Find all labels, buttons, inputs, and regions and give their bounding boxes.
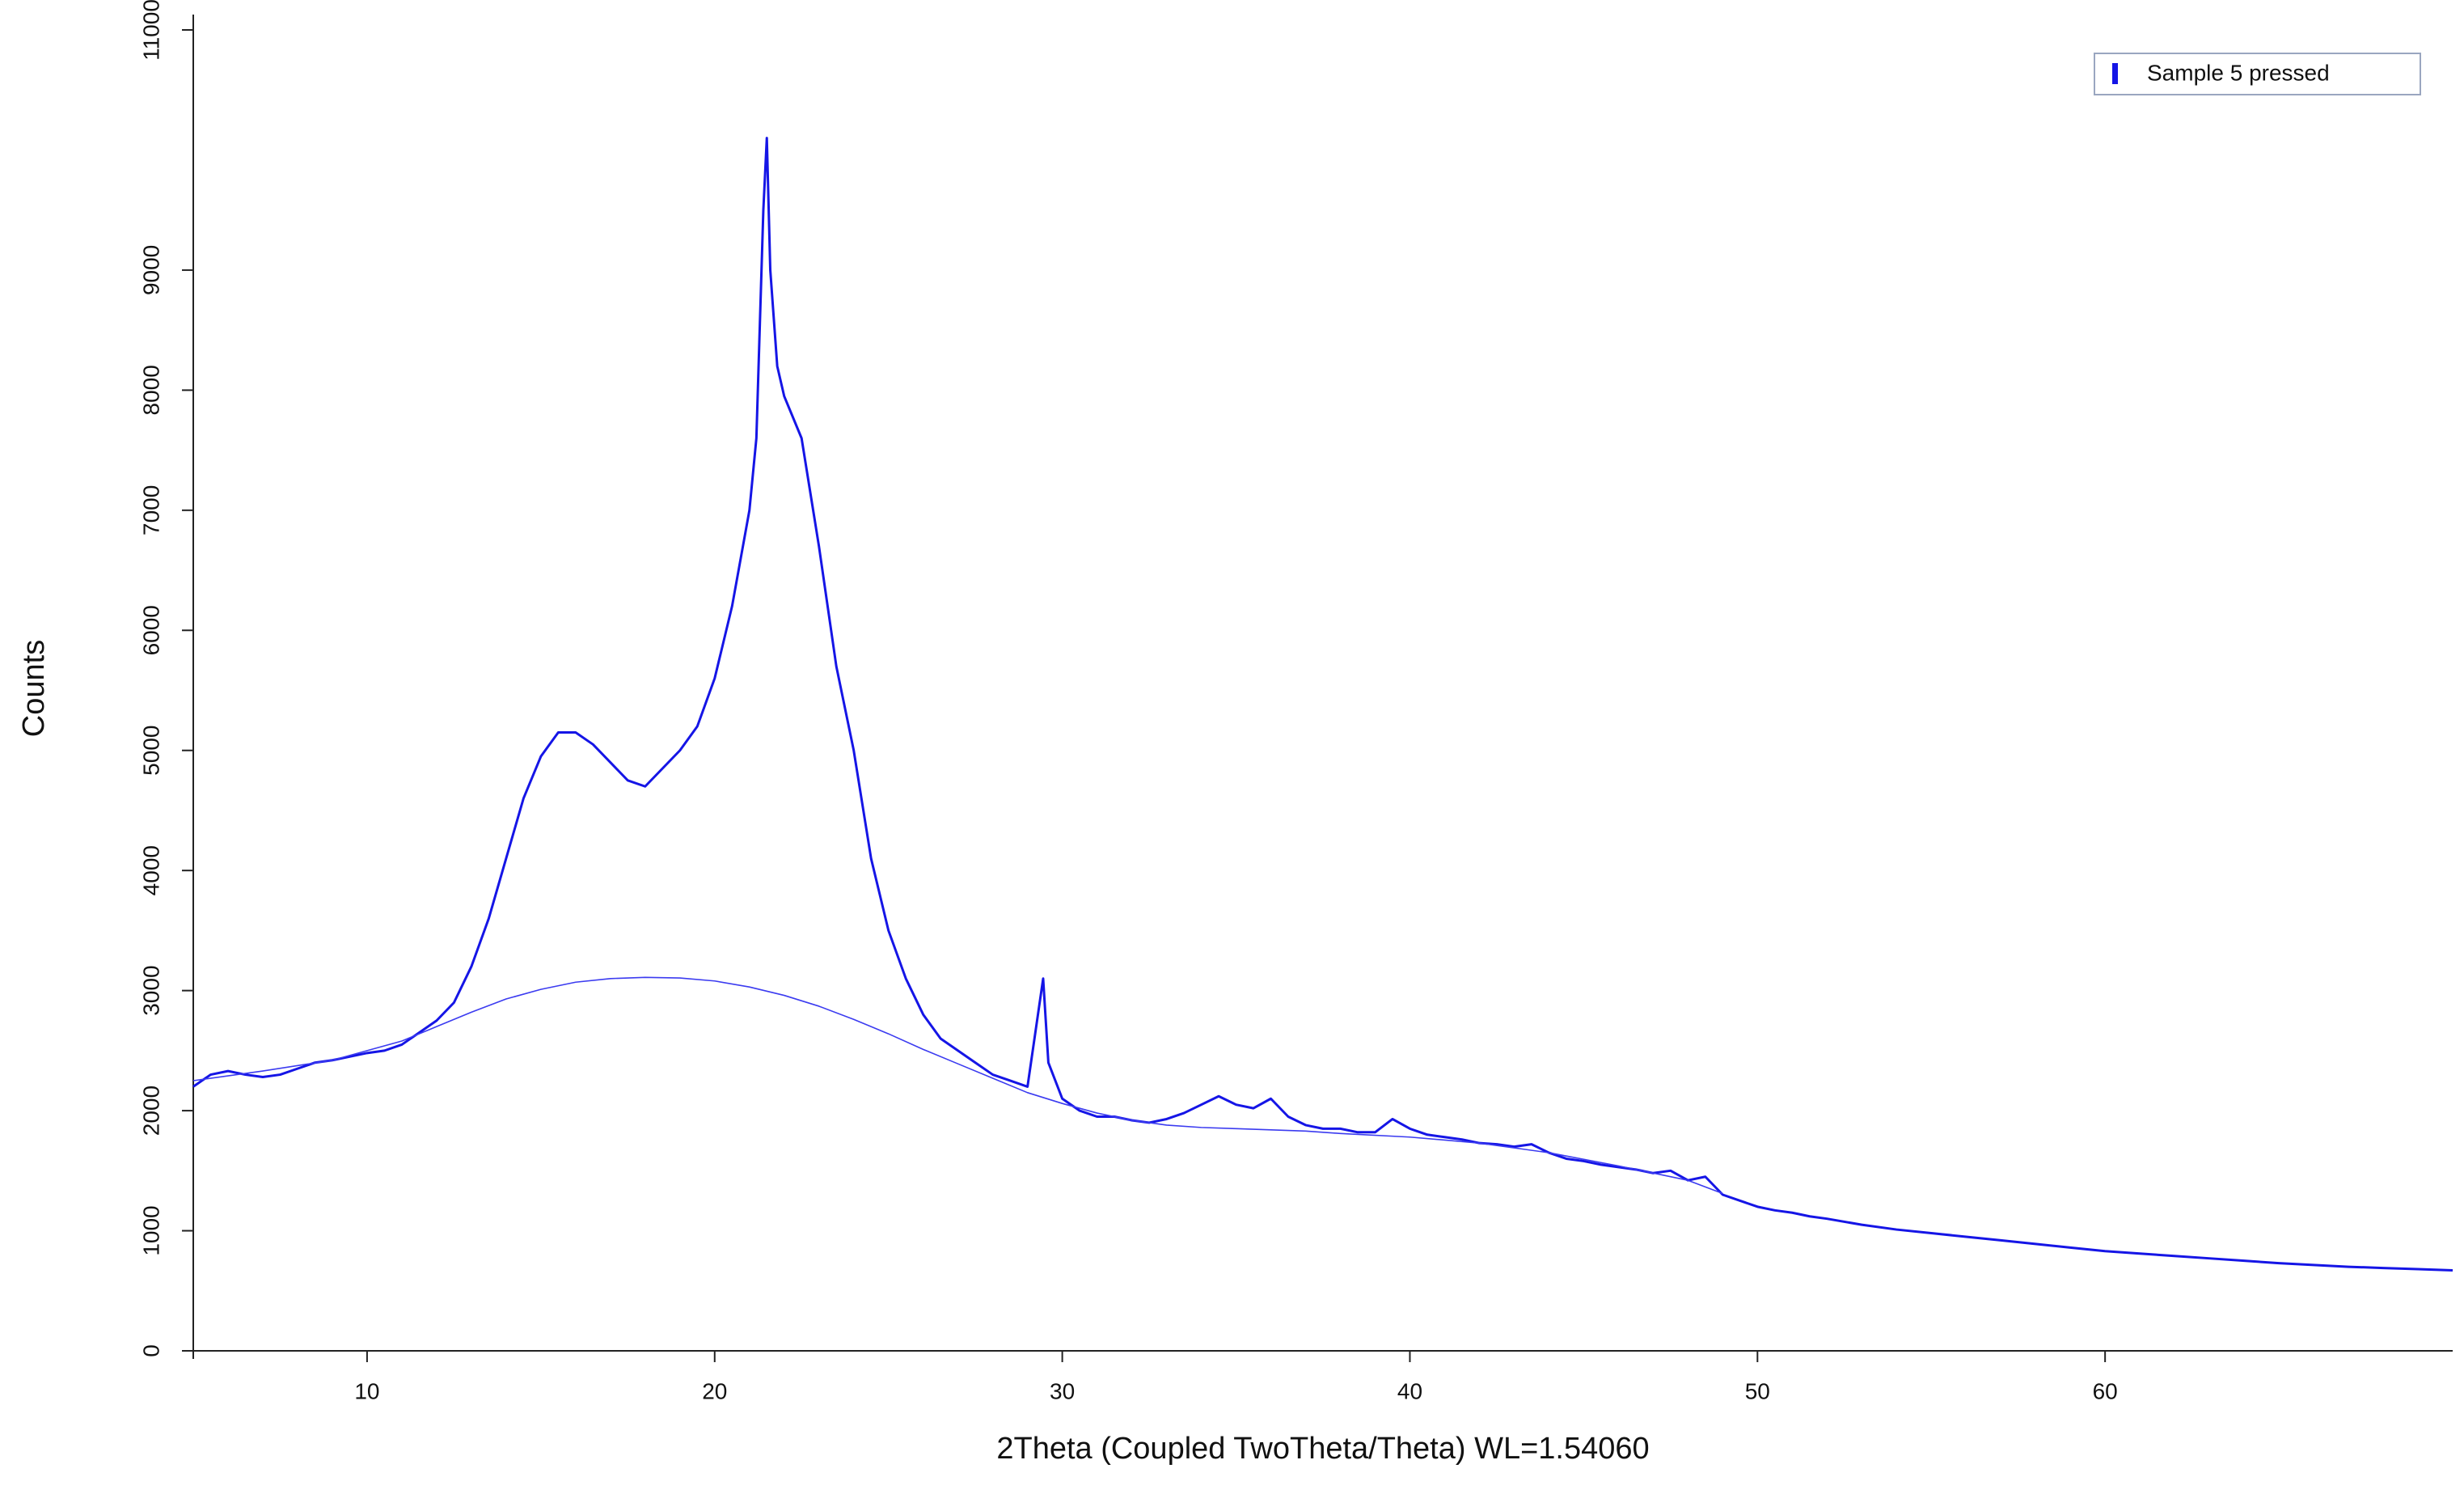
y-tick-label: 5000	[138, 726, 163, 776]
y-tick-label: 0	[138, 1344, 163, 1357]
y-tick-label: 9000	[138, 245, 163, 295]
y-tick-label: 8000	[138, 365, 163, 415]
y-tick-label: 6000	[138, 605, 163, 655]
y-tick-label: 11000	[138, 0, 163, 61]
legend-label: Sample 5 pressed	[2147, 60, 2330, 85]
legend-marker	[2112, 63, 2118, 84]
y-tick-label: 2000	[138, 1086, 163, 1136]
x-tick-label: 50	[1745, 1378, 1770, 1403]
y-tick-label: 4000	[138, 845, 163, 895]
data-line	[192, 137, 2453, 1272]
legend-box	[2094, 53, 2421, 95]
y-axis-label: Counts	[17, 640, 51, 737]
y-tick-label: 7000	[138, 485, 163, 535]
x-tick-label: 10	[354, 1378, 379, 1403]
x-tick-label: 20	[702, 1378, 727, 1403]
x-tick-label: 60	[2093, 1378, 2118, 1403]
x-tick-label: 30	[1050, 1378, 1075, 1403]
x-tick-label: 40	[1397, 1378, 1422, 1403]
y-tick-label: 3000	[138, 965, 163, 1015]
background-line	[192, 976, 1723, 1195]
x-axis-label: 2Theta (Coupled TwoTheta/Theta) WL=1.540…	[996, 1432, 1649, 1466]
y-tick-label: 1000	[138, 1205, 163, 1255]
